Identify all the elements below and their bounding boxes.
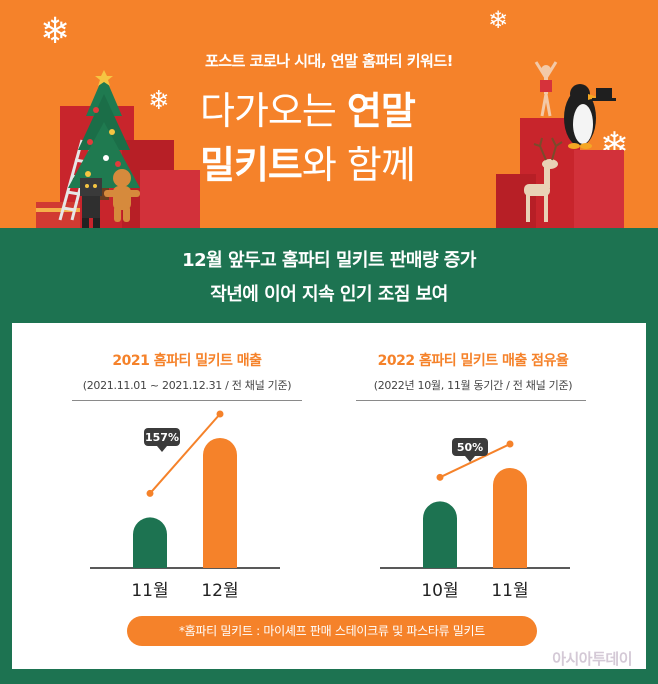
chart1-subtitle: (2021.11.01 ~ 2021.12.31 / 전 채널 기준) [82, 379, 292, 392]
band-headline-2: 작년에 이어 지속 인기 조짐 보여 [210, 284, 448, 305]
trend-point [506, 440, 514, 448]
bar-12월 [203, 438, 237, 568]
chart2-divider [356, 400, 586, 401]
chart1-plot: 11월 12월 157% [90, 410, 280, 601]
chart1-divider [72, 400, 302, 401]
trend-line [149, 413, 221, 495]
header-kicker: 포스트 코로나 시대, 연말 홈파티 키워드! [205, 52, 453, 70]
growth-badge-label: 157% [145, 431, 179, 444]
header-banner: ❄ ❄ ❄ ❄ [0, 0, 658, 228]
dancer-figure-icon [534, 61, 558, 117]
header-title-line2: 밀키트와 함께 [200, 143, 416, 187]
chart1-title: 2021 홈파티 밀키트 매출 [112, 353, 262, 369]
christmas-scene-right [496, 61, 624, 228]
trend-point [146, 489, 154, 497]
reindeer-icon [524, 137, 563, 222]
growth-badge [144, 428, 180, 446]
gift-box-icon [140, 170, 200, 228]
band-headline-1: 12월 앞두고 홈파티 밀키트 판매량 증가 [182, 250, 476, 271]
x-tick-label: 11월 [131, 581, 168, 601]
band-headline: 12월 앞두고 홈파티 밀키트 판매량 증가 작년에 이어 지속 인기 조짐 보… [0, 244, 658, 312]
bar-10월 [423, 501, 457, 568]
growth-badge-pointer [465, 456, 475, 462]
watermark-logo: 아시아투데이 [552, 650, 632, 668]
christmas-scene-left [36, 70, 200, 228]
robot-toy-icon [80, 178, 102, 228]
gingerbread-icon [104, 169, 140, 222]
growth-badge-pointer [157, 446, 167, 452]
footnote-pill: *홈파티 밀키트 : 마이셰프 판매 스테이크류 및 파스타류 밀키트 [127, 616, 537, 646]
snowflake-icon: ❄ [148, 86, 170, 116]
growth-badge-label: 50% [457, 441, 483, 454]
snowflake-icon: ❄ [488, 6, 509, 34]
trend-point [216, 410, 224, 418]
charts-card [12, 323, 646, 669]
x-tick-label: 11월 [491, 581, 528, 601]
chart2-title: 2022 홈파티 밀키트 매출 점유율 [377, 353, 569, 369]
bar-11월 [493, 468, 527, 568]
penguin-icon [564, 84, 616, 149]
trend-line [439, 443, 511, 479]
x-tick-label: 12월 [201, 581, 238, 601]
x-tick-label: 10월 [421, 581, 458, 601]
trend-point [436, 473, 444, 481]
gift-box-icon [574, 150, 624, 228]
snowflake-icon: ❄ [40, 11, 71, 52]
chart2-subtitle: (2022년 10월, 11월 동기간 / 전 채널 기준) [373, 379, 573, 392]
growth-badge [452, 438, 488, 456]
chart2-plot: 10월 11월 50% [380, 438, 570, 601]
header-title-line1: 다가오는 연말 [200, 89, 416, 133]
bar-11월 [133, 517, 167, 568]
